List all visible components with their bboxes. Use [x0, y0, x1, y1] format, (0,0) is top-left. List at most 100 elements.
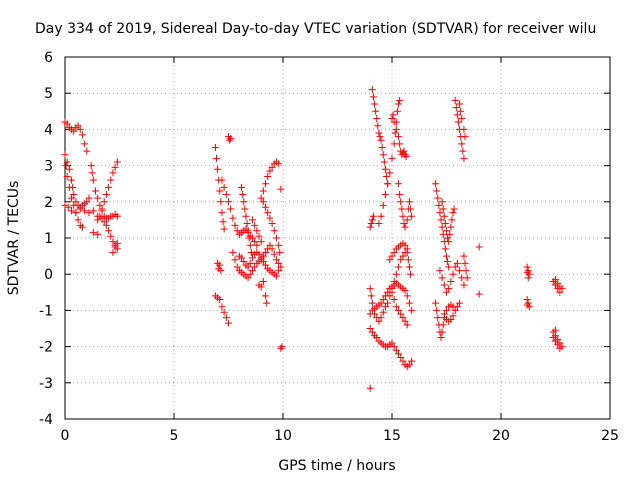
y-tick-label: 5 — [44, 86, 53, 102]
data-point — [277, 185, 285, 193]
data-point — [395, 350, 403, 358]
data-point — [453, 303, 461, 311]
data-point — [89, 207, 97, 215]
x-tick-label: 0 — [61, 428, 70, 444]
data-point — [556, 344, 564, 352]
data-point — [438, 223, 446, 231]
data-point — [253, 241, 261, 249]
data-point — [437, 334, 445, 342]
data-point — [70, 191, 78, 199]
data-point — [460, 281, 468, 289]
data-point — [246, 270, 254, 278]
data-point — [403, 292, 411, 300]
data-point — [373, 334, 381, 342]
data-point — [377, 299, 385, 307]
data-point — [554, 285, 562, 293]
data-point — [375, 220, 383, 228]
data-point — [211, 144, 219, 151]
data-point — [451, 96, 459, 104]
data-point — [102, 191, 110, 199]
data-point — [366, 285, 374, 293]
data-point — [443, 306, 450, 314]
data-point — [113, 158, 121, 166]
data-point — [216, 296, 224, 304]
data-point — [375, 317, 383, 325]
data-point — [390, 248, 398, 256]
data-point — [248, 216, 256, 224]
x-tick-label: 20 — [492, 428, 510, 444]
data-point — [78, 131, 86, 139]
data-point — [444, 234, 452, 242]
data-point — [383, 172, 391, 180]
data-point — [220, 308, 228, 316]
data-point — [403, 216, 411, 224]
data-point — [83, 147, 91, 155]
data-point — [111, 243, 119, 251]
data-point — [445, 238, 453, 246]
data-point — [69, 183, 77, 191]
data-point — [403, 248, 411, 256]
data-point — [554, 341, 562, 349]
data-point — [436, 267, 444, 275]
data-point — [68, 176, 76, 184]
data-point — [61, 151, 69, 159]
data-point — [552, 337, 559, 345]
data-point — [94, 216, 102, 224]
data-point — [74, 122, 82, 130]
data-point — [83, 198, 91, 206]
data-point — [444, 258, 452, 266]
data-point — [381, 165, 389, 173]
data-point — [395, 133, 403, 141]
data-point — [453, 259, 461, 267]
data-point — [395, 263, 403, 271]
data-point — [443, 252, 450, 260]
data-point — [63, 172, 71, 180]
data-point — [375, 129, 383, 137]
data-point — [405, 299, 413, 307]
data-point — [213, 154, 221, 162]
y-tick-label: 3 — [44, 159, 53, 175]
data-point — [399, 252, 407, 260]
x-tick-label: 25 — [601, 428, 619, 444]
data-point — [231, 221, 239, 229]
data-point — [439, 230, 447, 238]
data-point — [263, 299, 271, 307]
data-point — [61, 201, 69, 209]
data-point — [407, 270, 415, 278]
data-point — [392, 125, 400, 133]
data-point — [251, 263, 259, 271]
data-point — [257, 194, 265, 202]
data-point — [239, 191, 247, 199]
data-point — [107, 176, 115, 184]
data-point — [107, 232, 115, 240]
data-point — [262, 203, 270, 211]
data-point — [401, 151, 409, 159]
data-point — [255, 250, 263, 258]
data-point — [433, 306, 441, 314]
data-point — [447, 277, 455, 285]
data-point — [242, 212, 250, 220]
y-tick-label: 2 — [44, 195, 53, 211]
data-point — [240, 198, 248, 206]
data-point — [440, 281, 448, 289]
data-point — [264, 209, 272, 217]
data-point — [368, 216, 376, 224]
data-point — [401, 317, 409, 325]
data-point — [105, 183, 113, 191]
data-point — [384, 180, 392, 188]
data-point — [400, 147, 408, 155]
data-point — [64, 203, 72, 211]
data-point — [371, 100, 379, 108]
data-point — [113, 239, 121, 247]
data-point — [272, 256, 280, 264]
data-point — [241, 205, 249, 213]
data-point — [402, 153, 410, 161]
data-point — [218, 176, 226, 184]
data-point — [92, 187, 100, 195]
data-point — [398, 205, 406, 213]
data-point — [449, 270, 457, 278]
data-point — [270, 250, 278, 258]
data-point — [94, 230, 102, 238]
data-point — [248, 254, 256, 262]
